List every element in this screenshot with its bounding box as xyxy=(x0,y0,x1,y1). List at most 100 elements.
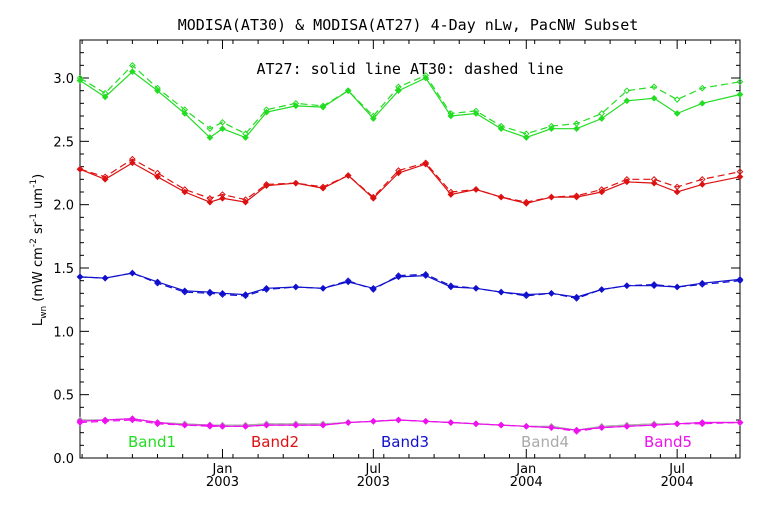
series-point xyxy=(447,188,455,196)
series-point xyxy=(573,125,580,132)
series-point xyxy=(447,110,455,117)
series-point xyxy=(736,78,744,86)
axes: 0.00.51.01.52.02.53.0Jan2003Jul2003Jan20… xyxy=(53,39,741,490)
series-point xyxy=(598,424,606,431)
series-point xyxy=(522,134,530,141)
series-point xyxy=(573,295,580,302)
ylabel-part: (mW cm xyxy=(31,247,46,306)
series-point xyxy=(623,282,631,290)
series-point xyxy=(219,423,226,430)
series-point xyxy=(181,186,189,193)
series-point xyxy=(292,283,300,291)
series-point xyxy=(395,83,402,91)
series-point xyxy=(497,288,505,296)
series-point xyxy=(698,84,706,92)
series-point xyxy=(206,198,214,206)
series-point xyxy=(344,419,352,426)
x-tick-year-label: 2004 xyxy=(510,475,543,490)
series-line-solid xyxy=(79,272,741,298)
series-point xyxy=(736,277,744,284)
series-point xyxy=(472,186,480,193)
line-style-note: AT27: solid line AT30: dashed line xyxy=(256,60,563,78)
series-point xyxy=(548,122,555,130)
x-tick-year-label: 2003 xyxy=(206,475,239,490)
series-point xyxy=(422,417,430,425)
series-point xyxy=(522,292,530,300)
series-point xyxy=(472,107,480,115)
series-point xyxy=(650,94,658,102)
series-point xyxy=(263,421,270,429)
series-point xyxy=(370,286,377,293)
series-point xyxy=(573,428,580,435)
series-point xyxy=(292,179,300,187)
x-tick-month-label: Jan xyxy=(515,462,536,477)
series-point xyxy=(573,426,580,434)
series-point xyxy=(650,176,658,183)
series-point xyxy=(101,417,109,425)
series-point xyxy=(370,112,377,120)
series-point xyxy=(181,287,189,295)
series-point xyxy=(206,288,214,296)
series-point xyxy=(598,115,606,122)
series-point xyxy=(181,288,189,296)
series-point xyxy=(319,183,327,191)
series-point xyxy=(598,286,606,293)
series-point xyxy=(76,419,84,426)
series-point xyxy=(673,188,681,196)
series-point xyxy=(101,274,109,282)
series-point xyxy=(76,165,84,173)
series-point xyxy=(263,106,270,113)
series-point xyxy=(548,290,555,297)
series-point xyxy=(129,155,136,163)
series-group xyxy=(76,62,744,435)
series-point xyxy=(129,68,136,75)
series-point xyxy=(101,89,109,97)
series-band1 xyxy=(76,62,744,141)
series-point xyxy=(497,421,505,429)
series-point xyxy=(101,93,109,101)
series-point xyxy=(154,173,161,181)
series-point xyxy=(206,421,214,429)
series-point xyxy=(698,419,706,426)
series-point xyxy=(101,173,109,181)
y-tick-label: 0.5 xyxy=(53,389,74,404)
ylabel-sup: -1 xyxy=(29,213,39,222)
series-point xyxy=(370,284,377,292)
series-point xyxy=(242,292,249,300)
series-point xyxy=(522,423,530,430)
x-tick-month-label: Jan xyxy=(211,462,232,477)
series-point xyxy=(623,87,631,94)
legend-label-band4: Band4 xyxy=(521,433,569,451)
series-point xyxy=(344,87,352,94)
series-point xyxy=(206,290,214,297)
series-point xyxy=(650,421,658,429)
legend: Band1 Band2 Band3 Band4 Band5 xyxy=(128,433,692,451)
series-point xyxy=(548,290,555,297)
series-point xyxy=(370,417,377,425)
series-point xyxy=(673,183,681,191)
series-point xyxy=(623,97,631,105)
series-point xyxy=(698,281,706,288)
x-tick-year-label: 2004 xyxy=(661,475,694,490)
series-point xyxy=(129,416,136,424)
series-point xyxy=(548,193,555,201)
series-point xyxy=(736,173,744,181)
series-point xyxy=(242,130,249,138)
series-point xyxy=(219,291,226,298)
series-point xyxy=(395,167,402,174)
series-point xyxy=(497,288,505,296)
series-point xyxy=(76,417,84,425)
series-point xyxy=(242,291,249,298)
y-axis-label: Lwn (mW cm-2 sr-1 um-1) xyxy=(29,174,49,326)
x-tick-month-label: Jul xyxy=(364,462,381,477)
series-point xyxy=(522,198,530,206)
series-point xyxy=(76,273,84,281)
y-tick-label: 1.5 xyxy=(53,262,74,277)
series-point xyxy=(181,421,189,429)
series-point xyxy=(154,279,161,287)
ylabel-sup: -1 xyxy=(29,179,39,188)
series-point xyxy=(698,100,706,107)
series-point xyxy=(736,276,744,283)
x-tick-year-label: 2003 xyxy=(357,475,390,490)
legend-label-band5: Band5 xyxy=(644,433,692,451)
